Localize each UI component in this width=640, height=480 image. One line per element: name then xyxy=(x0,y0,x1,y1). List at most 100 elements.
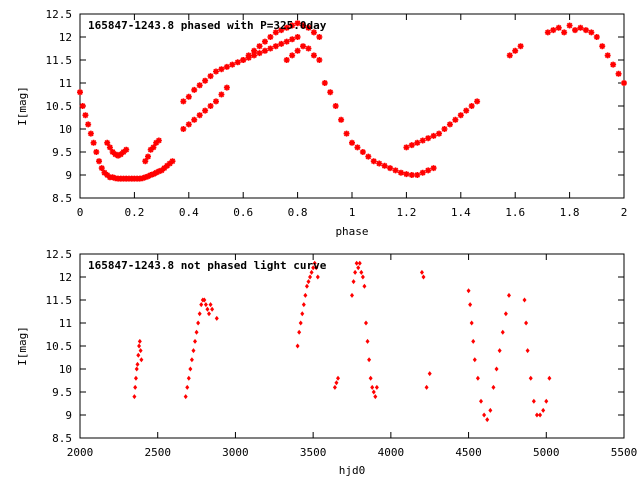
unphased-data-point xyxy=(497,348,502,354)
phased-data-point xyxy=(403,144,410,151)
phased-data-point xyxy=(229,61,236,68)
phased-data-point xyxy=(381,162,388,169)
unphased-data-point xyxy=(475,375,480,381)
phased-data-point xyxy=(117,151,124,158)
unphased-x-tick-label: 2000 xyxy=(67,446,94,459)
phased-ticks: 0 0.2 0.4 0.6 0.8 1 1.2 1.4 1.6 1.8 2 8.5 9 9.5 10 10.5… xyxy=(46,8,628,219)
phased-data-point xyxy=(272,29,279,36)
phased-data-point xyxy=(397,169,404,176)
unphased-data-point xyxy=(301,302,306,308)
phased-x-tick-label: 0.2 xyxy=(124,206,144,219)
phased-data-point xyxy=(572,27,579,34)
unphased-y-tick-label: 9.5 xyxy=(52,386,72,399)
unphased-data-point xyxy=(309,269,314,275)
unphased-data-point xyxy=(468,302,473,308)
unphased-data-point xyxy=(419,269,424,275)
phased-data-point xyxy=(240,57,247,63)
phased-data-point xyxy=(158,167,165,174)
phased-data-point xyxy=(452,116,459,123)
unphased-y-tick-label: 11 xyxy=(59,317,72,330)
phased-data-point xyxy=(139,175,146,182)
unphased-data-point xyxy=(482,412,487,418)
phased-data-point xyxy=(79,103,86,109)
unphased-data-point xyxy=(199,302,204,308)
unphased-data-point xyxy=(183,394,188,400)
phased-data-point xyxy=(180,126,187,132)
phased-data-point xyxy=(441,126,448,132)
phased-data-point xyxy=(289,52,296,59)
unphased-data-point xyxy=(362,283,367,289)
phased-x-tick-label: 1 xyxy=(349,206,356,219)
phased-data-point xyxy=(153,169,160,176)
phased-y-tick-label: 8.5 xyxy=(52,192,72,205)
phased-y-tick-label: 12.5 xyxy=(46,8,73,21)
phased-data-point xyxy=(142,174,149,181)
phased-data-point xyxy=(354,144,361,151)
phased-data-point xyxy=(77,89,83,96)
unphased-data-point xyxy=(314,265,319,271)
unphased-y-tick-label: 8.5 xyxy=(52,432,72,445)
phased-data-point xyxy=(147,146,154,153)
phased-data-point xyxy=(104,172,111,178)
phased-data-point xyxy=(142,158,149,165)
phased-data-point xyxy=(550,27,557,34)
phased-data-point xyxy=(604,52,611,59)
phased-data-point xyxy=(196,82,203,89)
phased-y-tick-label: 9.5 xyxy=(52,146,72,159)
phased-data-point xyxy=(261,38,268,45)
unphased-data-point xyxy=(528,375,533,381)
unphased-data-point xyxy=(488,407,493,413)
unphased-data-point xyxy=(503,311,508,317)
unphased-x-tick-label: 5500 xyxy=(611,446,638,459)
unphased-data-point xyxy=(350,292,354,298)
phased-data-point xyxy=(155,168,162,175)
phased-data-point xyxy=(463,107,470,114)
phased-data-point xyxy=(316,34,323,40)
phased-data-point xyxy=(120,149,127,155)
phased-data-point xyxy=(234,59,241,66)
unphased-data-point xyxy=(534,412,539,418)
phased-data-point xyxy=(283,57,290,63)
phased-data-point xyxy=(283,24,290,31)
phased-data-point xyxy=(300,43,307,50)
unphased-data-point xyxy=(138,348,143,354)
phased-data-point xyxy=(430,132,437,139)
unphased-data-point xyxy=(139,357,144,363)
phased-data-point xyxy=(294,20,301,27)
phased-data-point xyxy=(408,172,415,178)
phased-y-tick-label: 11 xyxy=(59,77,72,90)
unphased-x-tick-label: 3500 xyxy=(300,446,327,459)
unphased-data-point xyxy=(471,338,476,344)
phased-data-point xyxy=(82,112,89,119)
unphased-data-point xyxy=(538,412,543,418)
unphased-data-point xyxy=(424,384,429,390)
phased-data-point xyxy=(87,130,94,137)
phased-data-point xyxy=(123,146,130,153)
unphased-data-point xyxy=(205,306,210,312)
unphased-data-point xyxy=(351,279,356,285)
phased-data-point xyxy=(419,169,426,176)
unphased-y-tick-label: 10.5 xyxy=(46,340,73,353)
unphased-data-point xyxy=(193,338,198,344)
phased-data-point xyxy=(408,142,415,149)
unphased-data-point xyxy=(311,265,316,271)
unphased-data-point xyxy=(336,375,341,381)
phased-data-point xyxy=(223,63,230,70)
phased-data-point xyxy=(588,29,595,36)
phased-data-point xyxy=(223,84,230,91)
unphased-data-point xyxy=(186,375,191,381)
unphased-x-axis-label: hjd0 xyxy=(339,464,366,477)
unphased-y-tick-label: 10 xyxy=(59,363,72,376)
phased-data-point xyxy=(468,103,475,109)
unphased-x-tick-label: 3000 xyxy=(222,446,249,459)
unphased-data-point xyxy=(312,260,317,266)
unphased-data-point xyxy=(202,297,207,303)
phased-data-point xyxy=(272,43,279,50)
phased-data-point xyxy=(599,43,606,50)
unphased-data-point xyxy=(194,329,199,335)
phased-chart: 0 0.2 0.4 0.6 0.8 1 1.2 1.4 1.6 1.8 2 8.5 9 9.5 10 10.5… xyxy=(16,8,627,238)
phased-data-point xyxy=(196,112,203,119)
phased-data-point xyxy=(106,144,113,151)
phased-data-point xyxy=(191,116,198,123)
